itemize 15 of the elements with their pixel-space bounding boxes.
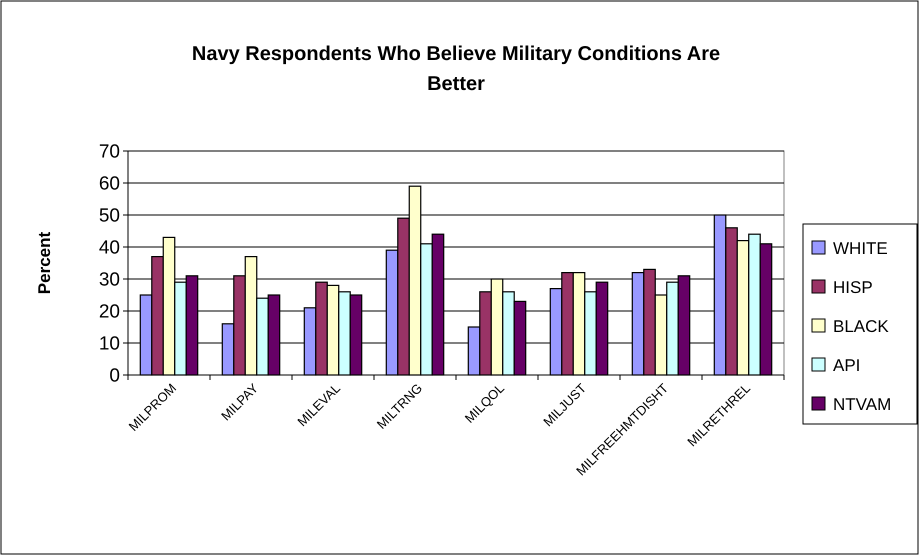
legend-label: NTVAM (833, 394, 892, 414)
y-tick-label: 10 (98, 334, 120, 355)
y-tick-label: 50 (98, 206, 120, 227)
chart-title: Navy Respondents Who Believe Military Conditions Are Better (192, 43, 720, 95)
y-tick-label: 0 (109, 366, 120, 387)
legend-label: WHITE (833, 238, 888, 258)
y-tick-label: 40 (98, 238, 120, 259)
y-axis-title: Percent (35, 231, 54, 294)
legend-label: HISP (833, 278, 873, 297)
legend-label: BLACK (833, 316, 890, 336)
y-tick-label: 30 (98, 270, 120, 291)
legend-label: API (833, 356, 860, 375)
y-tick-label: 70 (98, 142, 120, 163)
y-tick-label: 20 (98, 302, 120, 323)
y-tick-label: 60 (98, 174, 120, 195)
